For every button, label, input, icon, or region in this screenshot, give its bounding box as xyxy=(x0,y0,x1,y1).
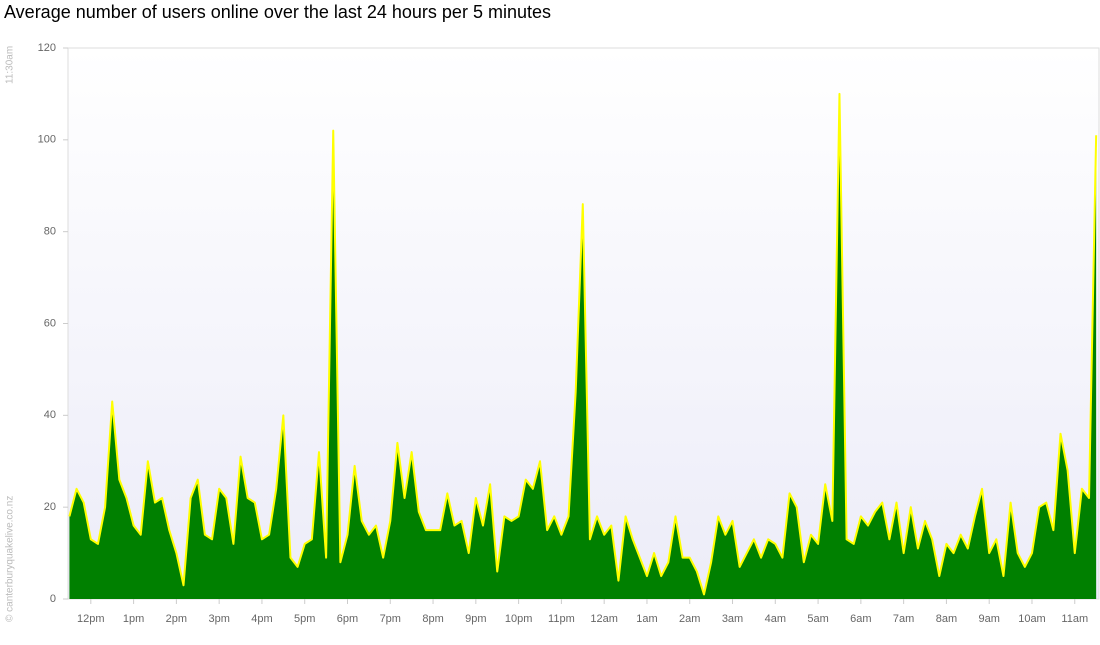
x-tick-label: 2am xyxy=(679,613,700,625)
area-line xyxy=(68,92,1098,596)
x-tick-label: 10am xyxy=(1018,613,1046,625)
x-tick-label: 4am xyxy=(765,613,786,625)
y-tick-label: 0 xyxy=(50,593,56,605)
x-tick-label: 4pm xyxy=(251,613,272,625)
copyright-annotation: © canterburyquakelive.co.nz xyxy=(5,496,16,622)
y-tick-label: 120 xyxy=(38,42,56,54)
area xyxy=(69,93,1097,600)
x-tick-label: 6pm xyxy=(337,613,358,625)
y-tick-label: 100 xyxy=(38,134,56,146)
x-tick-label: 8am xyxy=(936,613,957,625)
x-tick-label: 3pm xyxy=(208,613,229,625)
x-tick-label: 8pm xyxy=(422,613,443,625)
y-tick-label: 60 xyxy=(44,317,56,329)
x-tick-label: 5pm xyxy=(294,613,315,625)
x-tick-label: 9am xyxy=(978,613,999,625)
x-tick-label: 11pm xyxy=(548,613,575,625)
x-tick-label: 7am xyxy=(893,613,914,625)
x-tick-label: 11am xyxy=(1061,613,1088,625)
x-tick-label: 6am xyxy=(850,613,871,625)
x-tick-label: 9pm xyxy=(465,613,486,625)
x-tick-label: 7pm xyxy=(380,613,401,625)
x-tick-label: 12am xyxy=(590,613,618,625)
y-tick-label: 20 xyxy=(44,501,56,513)
x-tick-label: 3am xyxy=(722,613,743,625)
x-tick-label: 1pm xyxy=(123,613,144,625)
x-tick-label: 1am xyxy=(636,613,657,625)
x-tick-label: 12pm xyxy=(77,613,105,625)
y-tick-label: 80 xyxy=(44,226,56,238)
chart-title: Average number of users online over the … xyxy=(4,2,551,22)
x-tick-label: 10pm xyxy=(505,613,533,625)
time-annotation: 11:30am xyxy=(5,46,16,84)
x-tick-label: 2pm xyxy=(166,613,187,625)
x-tick-label: 5am xyxy=(807,613,828,625)
y-tick-label: 40 xyxy=(44,409,56,421)
